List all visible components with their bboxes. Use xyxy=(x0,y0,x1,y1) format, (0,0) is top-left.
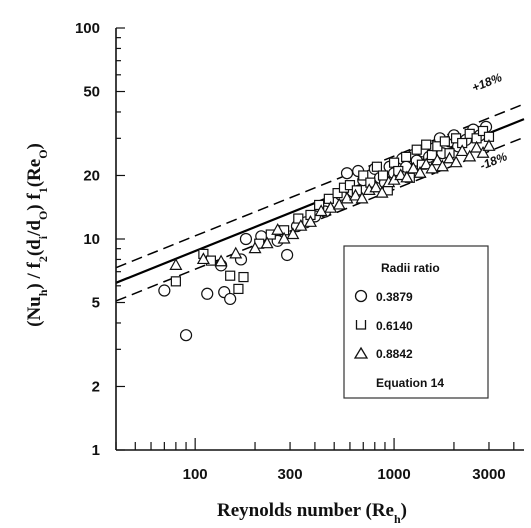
data-point-square xyxy=(170,276,181,287)
data-points-layer xyxy=(158,120,496,342)
data-point-triangle xyxy=(355,191,369,204)
x-tick-label: 1000 xyxy=(377,466,410,483)
data-point-square xyxy=(377,170,389,181)
data-point-triangle xyxy=(294,218,308,231)
data-point-triangle xyxy=(324,200,338,213)
data-point-circle xyxy=(281,248,294,262)
data-point-square xyxy=(421,139,432,150)
data-point-triangle xyxy=(286,227,300,240)
data-point-triangle xyxy=(271,223,285,235)
legend-label-1: 0.3879 xyxy=(376,290,413,304)
data-point-triangle xyxy=(214,254,228,267)
data-point-square xyxy=(371,161,383,172)
y-tick-label: 10 xyxy=(83,231,100,248)
data-point-square xyxy=(323,193,334,204)
data-point-triangle xyxy=(470,140,484,153)
data-point-triangle xyxy=(348,188,363,201)
data-point-circle xyxy=(340,167,354,180)
legend-marker-circle xyxy=(354,289,368,303)
y-tick-label: 100 xyxy=(75,20,100,37)
y-axis-title: (Nuh) / f2(di/dO) f1(ReO) xyxy=(24,143,50,327)
data-point-triangle xyxy=(260,236,274,249)
x-tick-label: 100 xyxy=(183,466,208,483)
legend-label-4: Equation 14 xyxy=(376,376,444,390)
y-tick-label: 2 xyxy=(92,378,100,395)
ticks-layer: 1 2 5 10 20 50 100 100 300 1000 3000 xyxy=(75,20,515,483)
data-point-square xyxy=(426,149,438,161)
data-point-triangle xyxy=(277,231,291,244)
data-point-triangle xyxy=(369,180,383,193)
legend-marker-square xyxy=(355,320,367,330)
data-point-square xyxy=(411,144,422,155)
data-point-square xyxy=(238,271,249,283)
data-point-square xyxy=(358,170,369,181)
data-point-triangle xyxy=(476,145,490,158)
legend-title: Radii ratio xyxy=(381,261,440,275)
data-point-triangle xyxy=(435,159,449,172)
x-axis-title: Reynolds number (Reh) xyxy=(217,500,407,526)
legend-marker-triangle xyxy=(353,346,369,359)
x-tick-label: 3000 xyxy=(472,466,505,483)
data-point-square xyxy=(388,157,400,168)
legend: Radii ratio 0.3879 0.6140 0.8842 Equatio… xyxy=(343,245,489,399)
data-point-triangle xyxy=(196,252,210,265)
band-label-upper: +18% xyxy=(470,70,504,95)
y-tick-label: 50 xyxy=(83,84,100,101)
legend-label-2: 0.6140 xyxy=(376,319,413,333)
legend-label-3: 0.8842 xyxy=(376,347,413,361)
y-tick-label: 20 xyxy=(83,167,100,184)
data-point-triangle xyxy=(419,157,433,170)
y-tick-label: 5 xyxy=(92,295,100,312)
data-point-circle xyxy=(239,232,253,246)
data-point-square xyxy=(401,151,412,162)
data-point-square xyxy=(225,270,236,281)
data-point-triangle xyxy=(455,144,469,157)
data-point-triangle xyxy=(229,246,243,259)
data-point-triangle xyxy=(430,153,444,166)
data-point-triangle xyxy=(463,149,477,162)
data-point-triangle xyxy=(375,185,389,198)
data-point-triangle xyxy=(449,155,463,168)
data-point-triangle xyxy=(443,151,457,164)
data-point-circle xyxy=(201,287,214,300)
upper-band-line xyxy=(115,103,525,269)
data-point-triangle xyxy=(314,204,328,217)
data-point-square xyxy=(233,283,244,295)
data-point-square xyxy=(477,125,489,137)
data-point-square xyxy=(439,136,450,147)
data-point-triangle xyxy=(413,165,427,178)
data-point-triangle xyxy=(482,139,496,151)
y-tick-label: 1 xyxy=(92,442,100,459)
data-point-circle xyxy=(224,292,237,306)
data-point-triangle xyxy=(332,197,346,210)
data-point-triangle xyxy=(303,215,317,227)
data-point-triangle xyxy=(248,241,262,254)
data-point-triangle xyxy=(406,161,420,174)
legend-box xyxy=(343,245,489,399)
data-point-triangle xyxy=(169,258,183,270)
data-point-triangle xyxy=(400,170,414,183)
data-point-circle xyxy=(158,284,171,297)
data-point-square xyxy=(344,180,356,191)
data-point-square xyxy=(293,213,304,224)
data-point-circle xyxy=(179,329,193,342)
data-point-square xyxy=(332,188,343,199)
data-point-triangle xyxy=(425,161,439,174)
x-tick-label: 300 xyxy=(278,466,303,483)
